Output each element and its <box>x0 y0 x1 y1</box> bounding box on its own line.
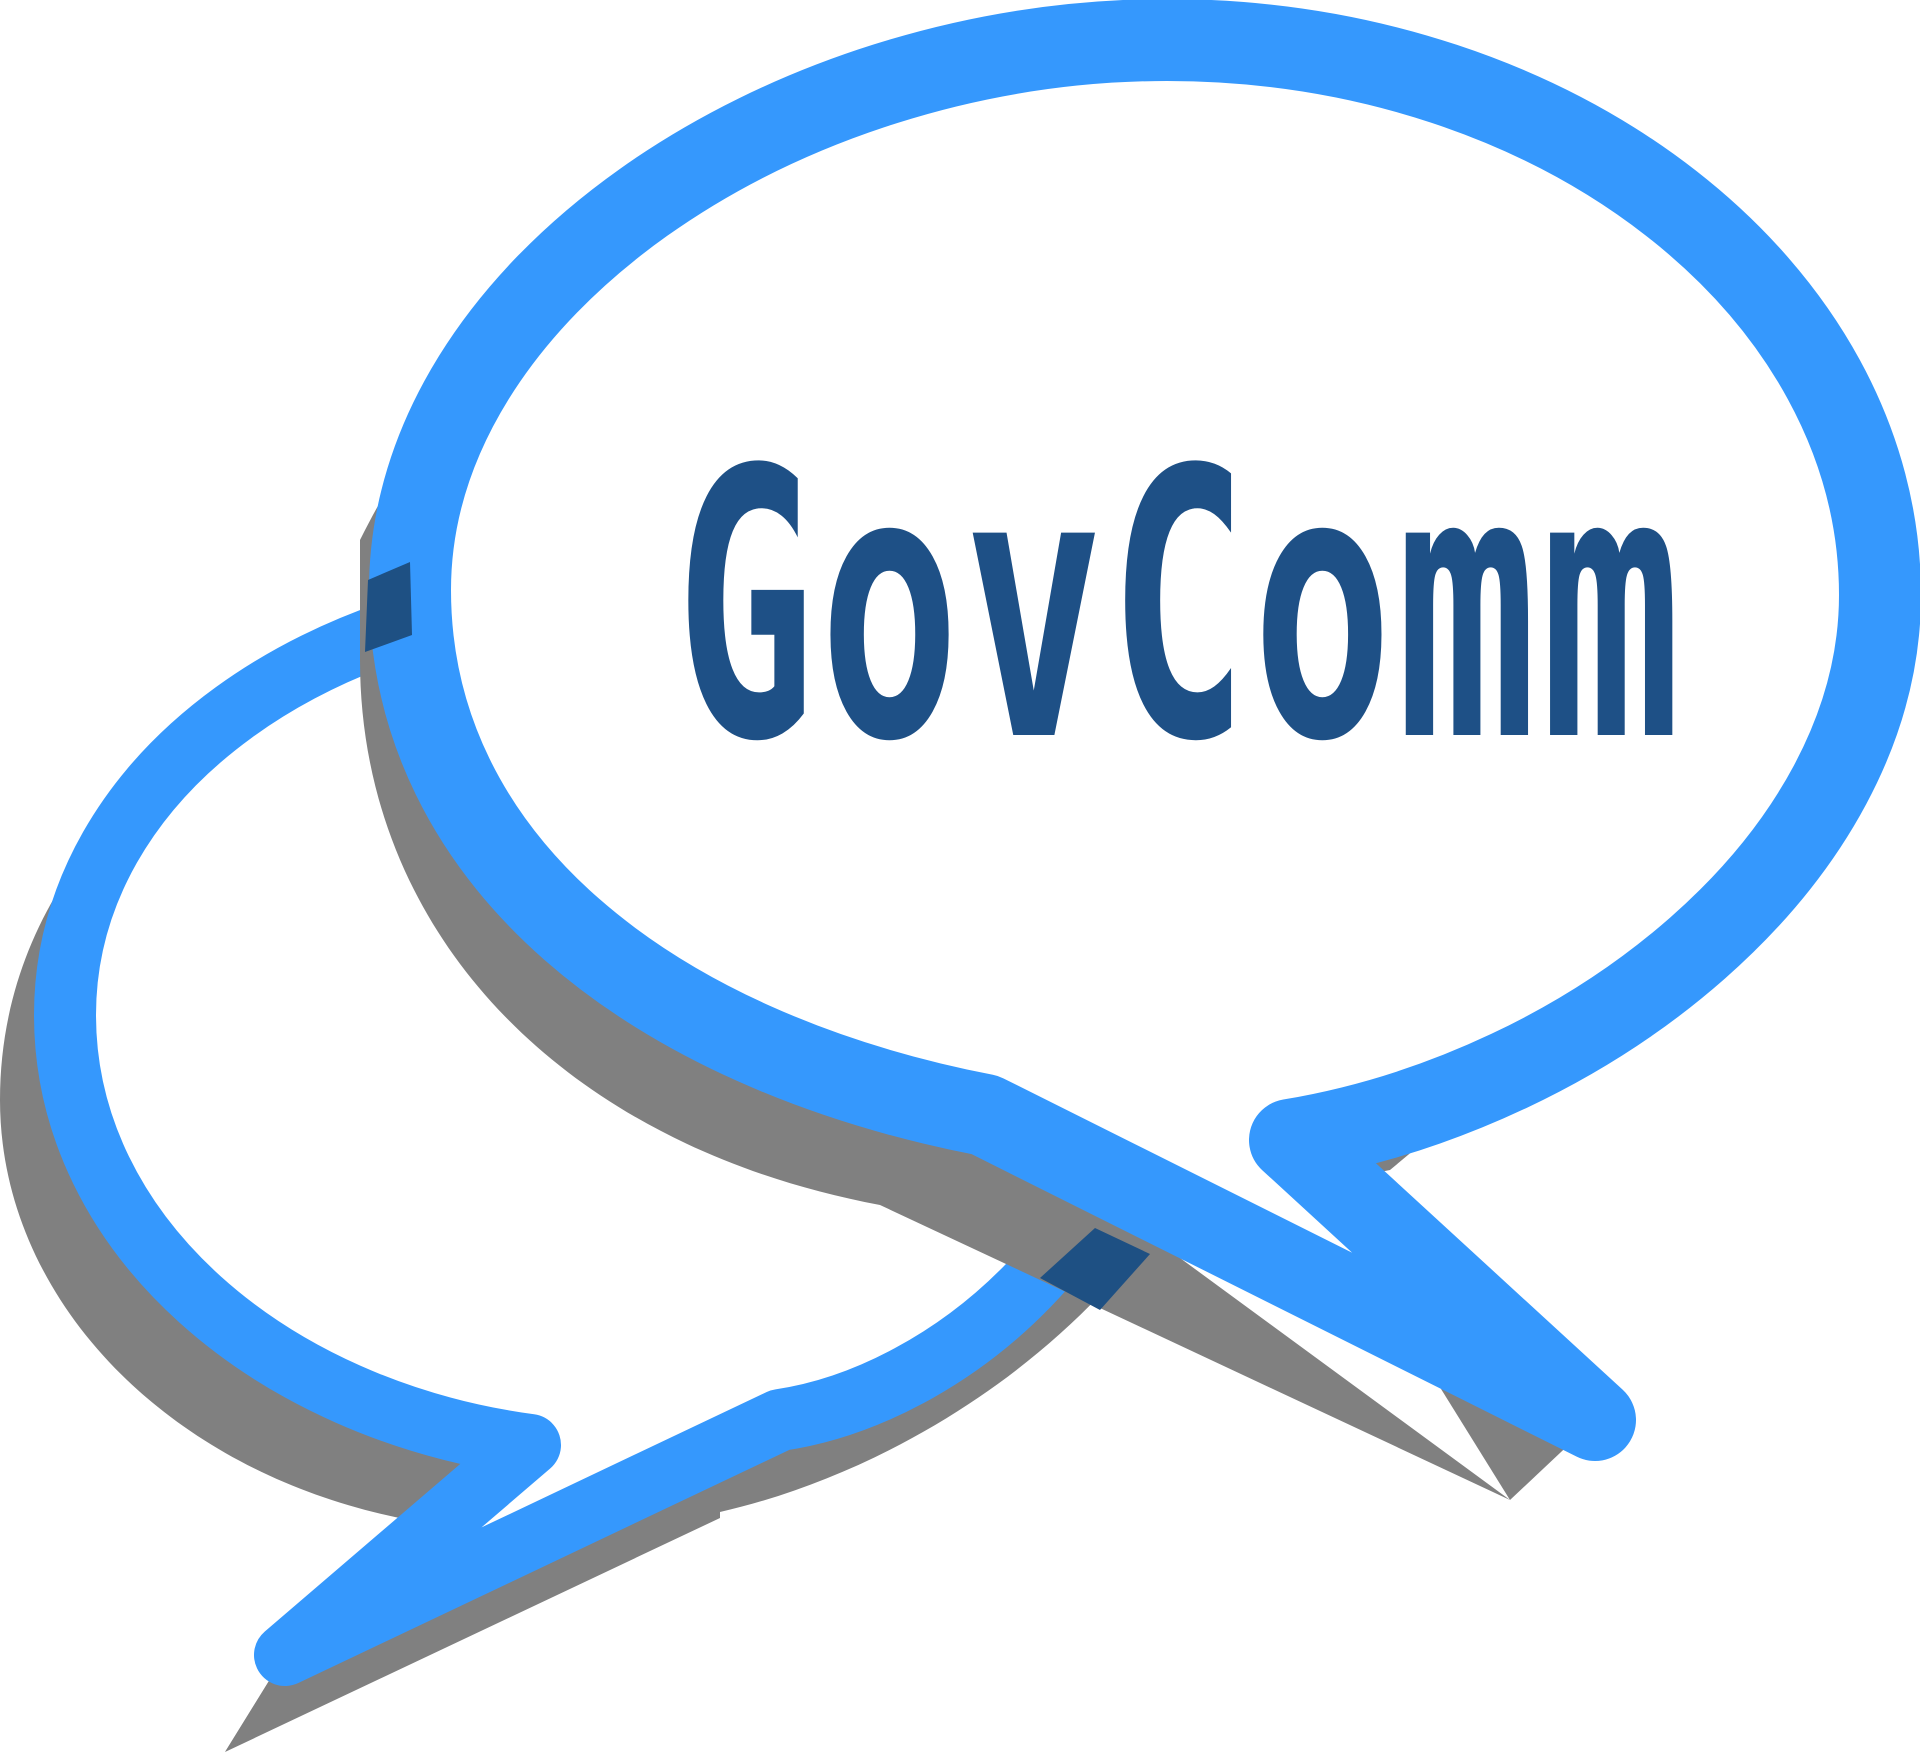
overlap-mark-top <box>365 562 412 652</box>
front-bubble-outline <box>369 0 1920 1461</box>
overlap-mark-bottom <box>1040 1228 1150 1310</box>
wordmark-text: GovComm <box>675 393 1685 823</box>
front-speech-bubble-icon <box>360 0 1920 1500</box>
front-bubble-fill <box>410 40 1880 1420</box>
